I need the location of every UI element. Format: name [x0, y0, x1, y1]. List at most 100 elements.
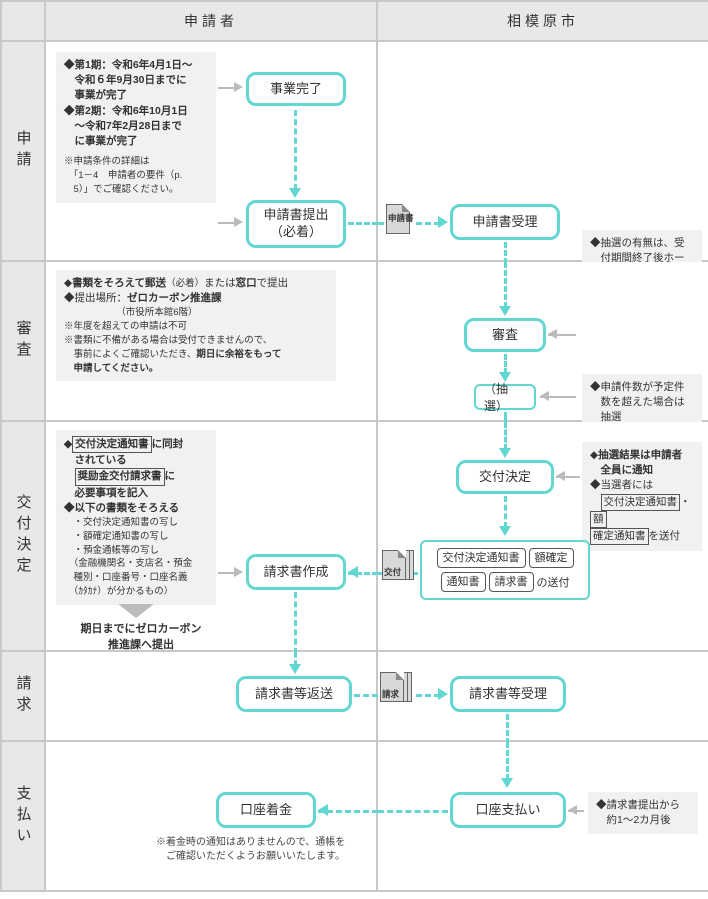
r3-note-result: ◆抽選結果は申請者 全員に通知 ◆当選者には 交付決定通知書・額 確定通知書を送… [582, 442, 702, 551]
node-invoice-create: 請求書作成 [246, 554, 346, 590]
doc-icon-grant: 交付 [382, 550, 418, 592]
t: 期日に余裕をもって [196, 349, 281, 360]
t: に同封 [152, 438, 184, 450]
teal-arrowhead [438, 688, 448, 700]
r4-applicant: 請求書等返送 [46, 652, 378, 742]
t: ◆当選者には [590, 478, 694, 493]
col2-label: 相模原市 [507, 11, 579, 31]
process-flow-grid: 申請者 相模原市 申請 ◆第1期：令和6年4月1日～ 令和６年9月30日までに … [0, 0, 708, 892]
docbox-a: 交付決定通知書 [437, 548, 526, 568]
t: ◆申請件数が予定件 [590, 380, 694, 395]
node-account-payment: 口座支払い [450, 792, 566, 828]
t: ◆提出場所： [64, 292, 127, 304]
gray-arrowhead [234, 217, 243, 227]
teal-arrow [506, 714, 509, 744]
t: （必着） [166, 278, 204, 289]
row4-header: 請求 [2, 652, 46, 742]
teal-arrow [378, 222, 384, 225]
teal-arrow [294, 592, 297, 654]
t: 確定通知書 [590, 528, 649, 545]
teal-arrowhead [318, 804, 328, 816]
t: ～令和7年2月28日まで [64, 119, 208, 134]
t: ・交付決定通知書の写し [64, 516, 208, 530]
t: 額 [590, 511, 607, 528]
doc-icon-application: 申請書 [386, 204, 414, 238]
t: 口座着金 [240, 802, 292, 819]
t: 書類をそろえて郵送 [72, 277, 166, 289]
teal-arrow [504, 422, 507, 450]
teal-arrow [354, 694, 378, 697]
t: 令和６年9月30日までに [64, 73, 208, 88]
t: ◆ [64, 438, 72, 450]
t: 請求書等返送 [255, 686, 333, 703]
gray-arrowhead [540, 391, 549, 401]
teal-arrow [506, 742, 509, 780]
t: 推進課へ提出 [66, 636, 216, 652]
r3-note-invoice-prep: ◆交付決定通知書に同封 されている 奨励金交付請求書に 必要事項を記入 ◆以下の… [56, 430, 216, 605]
t: ◆以下の書類をそろえる [64, 501, 208, 516]
teal-arrow [378, 810, 448, 813]
t: ◆請求書提出から [596, 798, 690, 813]
t: に事業が完了 [64, 134, 208, 149]
r5-applicant: 口座着金 ※着金時の通知はありませんので、通帳を ご確認いただくようお願いいたし… [46, 742, 378, 892]
gray-arrowhead [568, 805, 577, 815]
t: 請求書作成 [263, 564, 328, 581]
t: 口座支払い [475, 802, 540, 819]
teal-arrowhead [438, 216, 448, 228]
gray-arrowhead [556, 471, 565, 481]
teal-arrowhead [501, 778, 513, 788]
t: 約1～2カ月後 [596, 813, 690, 828]
row4-label: 請求 [13, 675, 34, 717]
t: を送付 [649, 530, 681, 542]
t: （ｶﾀｶﾅ）が分かるもの） [64, 585, 208, 599]
teal-arrowhead [289, 188, 301, 198]
row3-header: 交付決定 [2, 422, 46, 652]
t: 交付決定通知書 [601, 494, 681, 511]
docbox-c: 通知書 [441, 572, 486, 592]
t: 申請書提出 [263, 207, 328, 224]
node-application-receive: 申請書受理 [450, 204, 560, 240]
t [590, 496, 601, 508]
t: 5）」でご確認ください。 [64, 183, 208, 197]
teal-arrowhead [348, 566, 358, 578]
t: （必着） [263, 224, 328, 241]
r3-applicant: ◆交付決定通知書に同封 されている 奨励金交付請求書に 必要事項を記入 ◆以下の… [46, 422, 378, 652]
r4-city: 請求 請求書等受理 [378, 652, 708, 742]
r1-note-periods: ◆第1期：令和6年4月1日～ 令和６年9月30日までに 事業が完了 ◆第2期：令… [56, 52, 216, 203]
col-header-applicant: 申請者 [46, 2, 378, 42]
t: 「1－4 申請者の要件（p. [64, 169, 208, 183]
doc-icon-invoice: 請求 [380, 672, 416, 714]
t: 請求書等受理 [469, 686, 547, 703]
teal-arrowhead [289, 664, 301, 674]
t: ※着金時の通知はありませんので、通帳を [156, 836, 376, 850]
t: 事前によくご確認いただき、 [64, 349, 196, 360]
gray-arrowhead [234, 82, 243, 92]
corner-cell [2, 2, 46, 42]
t: ◆ [64, 277, 72, 289]
t: ・預金通帳等の写し [64, 544, 208, 558]
teal-arrow [504, 262, 507, 308]
row1-header: 申請 [2, 42, 46, 262]
docbox-b: 額確定 [529, 548, 574, 568]
t: ◆ [590, 449, 598, 461]
doc-label: 請求 [382, 688, 399, 700]
t: ◆第2期：令和6年10月1日 [64, 104, 208, 119]
node-account-credit: 口座着金 [216, 792, 316, 828]
r1-city: 申請書 申請書受理 ◆抽選の有無は、受 付期間終了後ホー ムページでお知ら せ … [378, 42, 708, 262]
big-arrow-down [118, 604, 154, 618]
t: （抽選） [484, 380, 526, 414]
r2-city: 審査 （抽選） ◆申請件数が予定件 数を超えた場合は 抽選 [378, 262, 708, 422]
teal-arrow [504, 242, 507, 264]
row2-label: 審査 [13, 320, 34, 362]
col-header-city: 相模原市 [378, 2, 708, 42]
doc-label: 申請書 [388, 212, 414, 224]
t: ※書類に不備がある場合は受付できませんので、 [64, 334, 328, 348]
row5-label: 支払い [13, 785, 34, 848]
row3-label: 交付決定 [13, 494, 34, 578]
r5-footnote: ※着金時の通知はありませんので、通帳を ご確認いただくようお願いいたします。 [156, 836, 376, 864]
teal-arrow [504, 354, 507, 374]
teal-arrow [416, 694, 440, 697]
row1-label: 申請 [13, 130, 34, 172]
node-application-submit: 申請書提出 （必着） [246, 200, 346, 248]
r5-note-timing: ◆請求書提出から 約1～2カ月後 [588, 792, 698, 834]
